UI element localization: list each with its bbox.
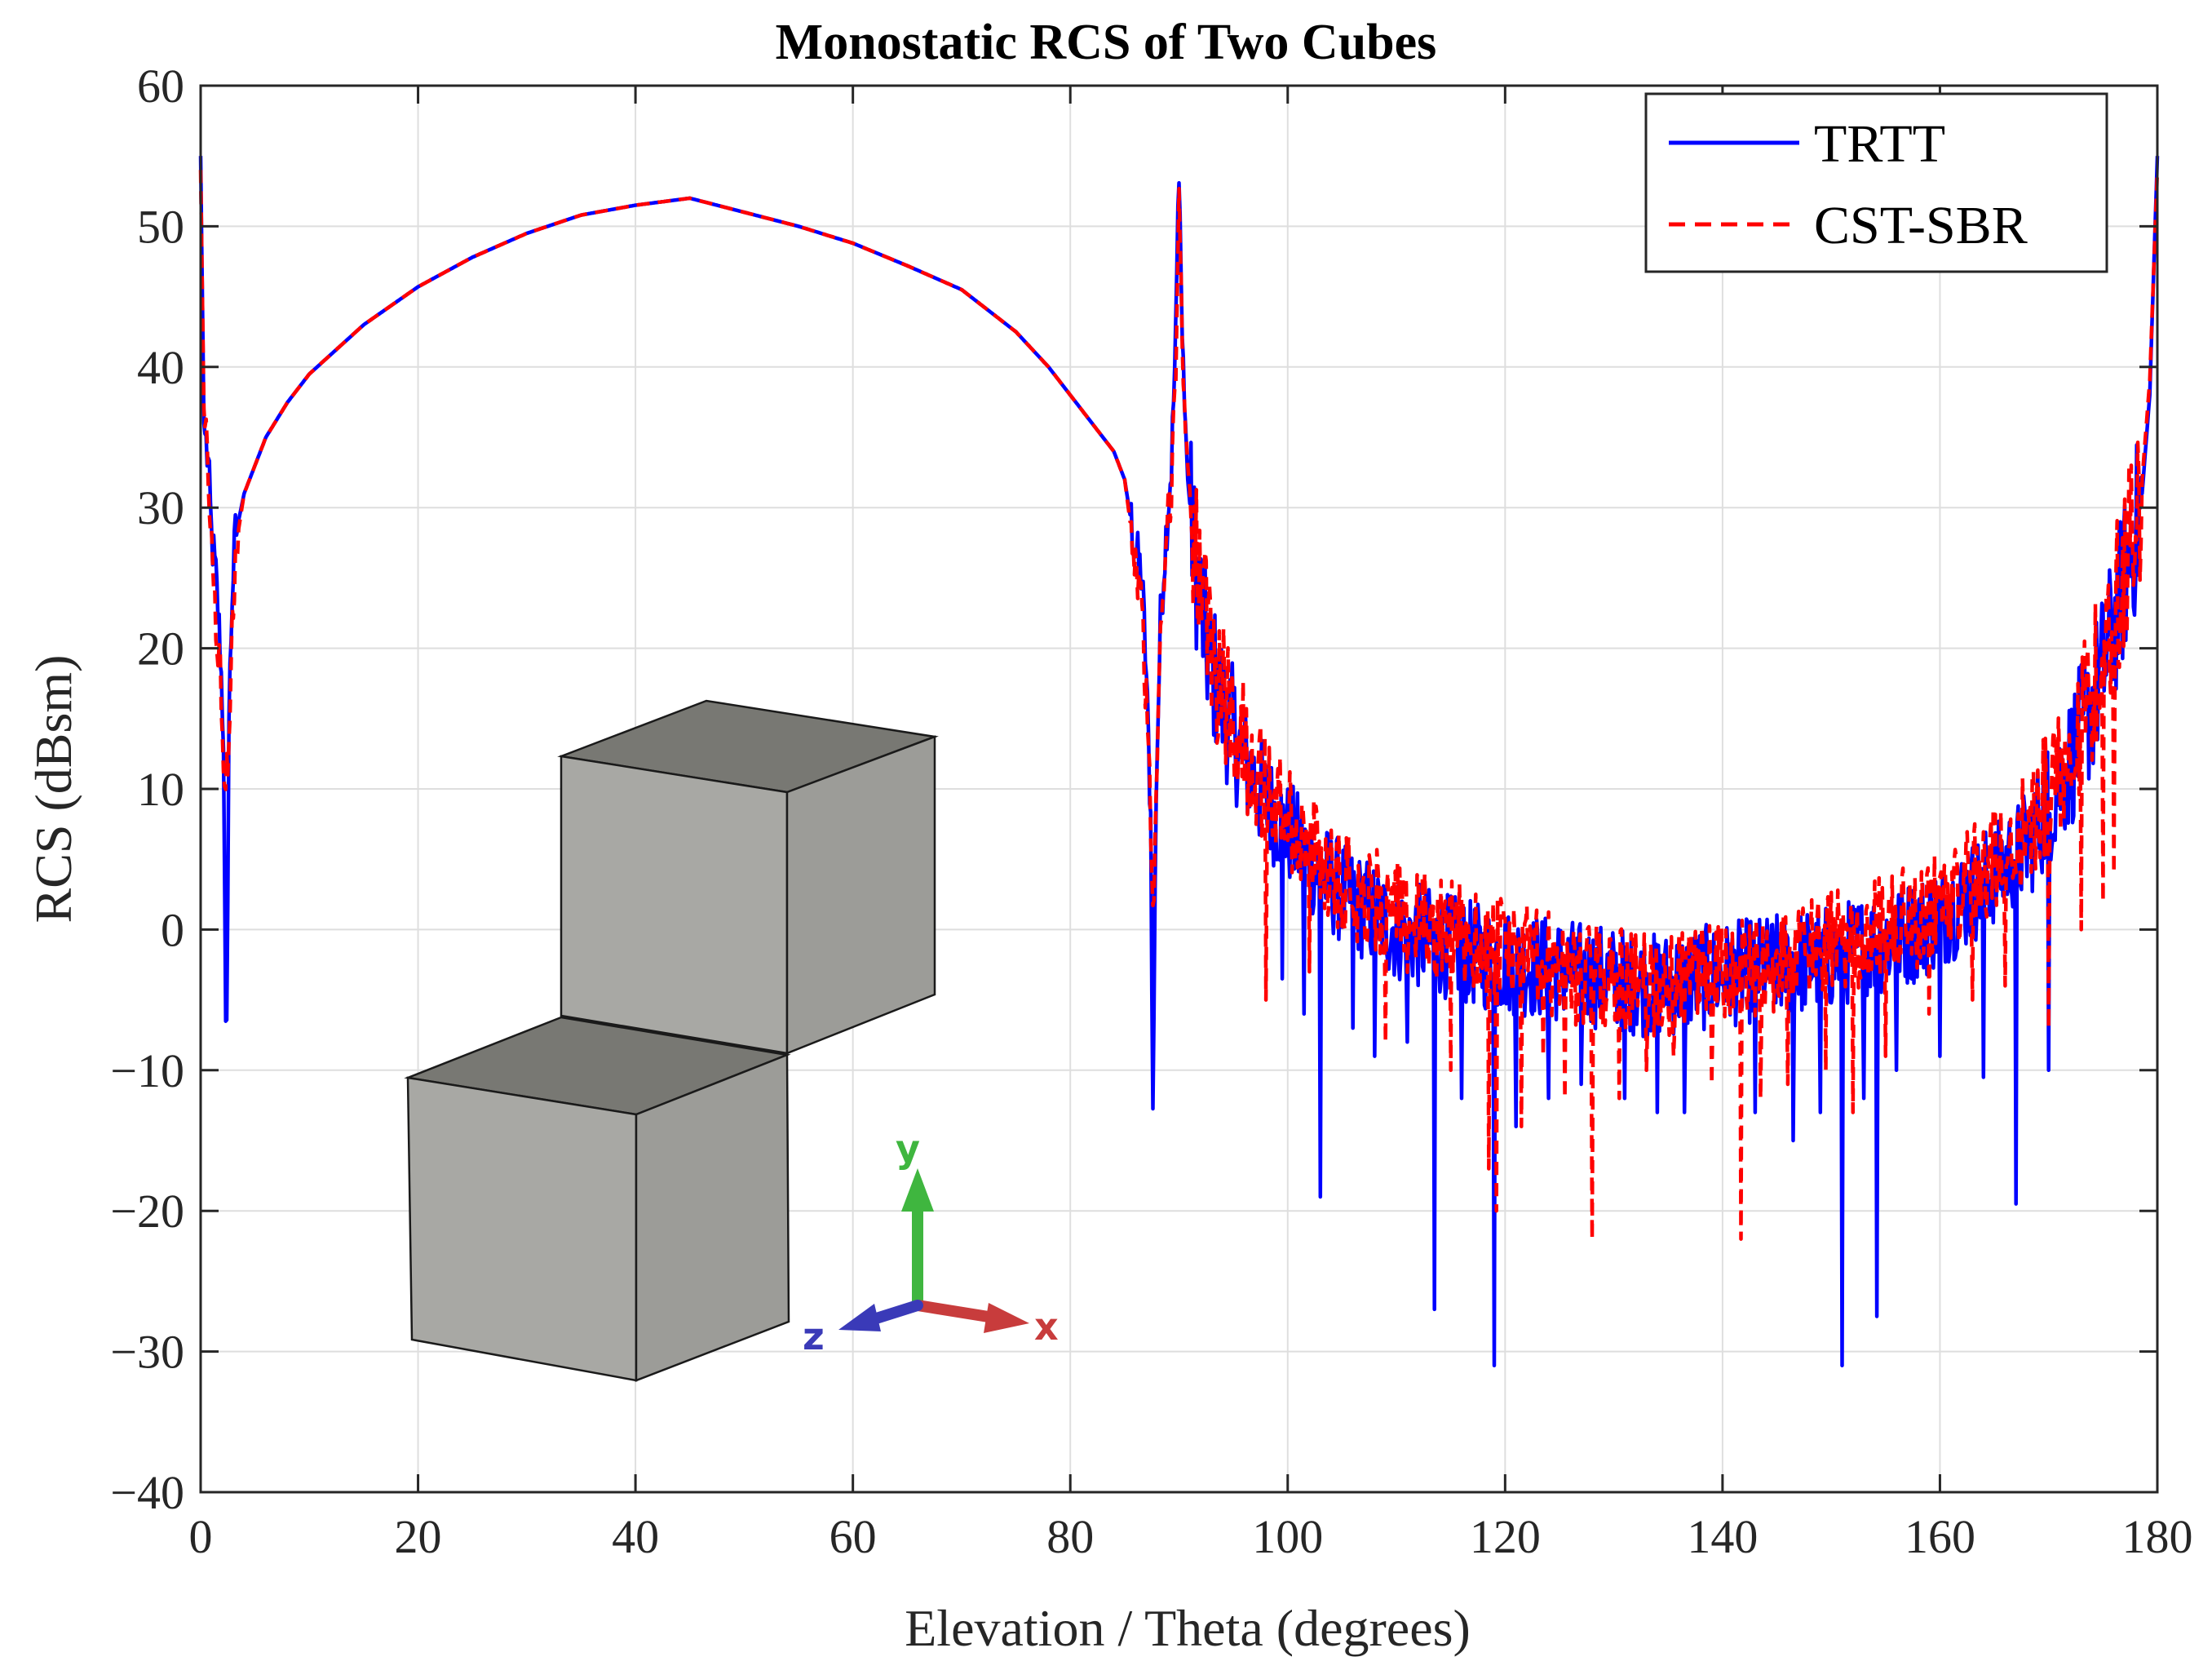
x-tick-label: 0 — [189, 1510, 213, 1563]
y-tick-label: −10 — [110, 1044, 184, 1097]
x-axis-label: Elevation / Theta (degrees) — [905, 1599, 1471, 1657]
inset-z-axis-label: z — [803, 1314, 825, 1358]
z-axis-arrow-shaft — [865, 1300, 923, 1326]
z-axis-arrow-head — [838, 1304, 881, 1331]
y-axis-label: RCS (dBsm) — [24, 655, 82, 924]
y-tick-label: 20 — [137, 622, 184, 676]
x-tick-label: 140 — [1687, 1510, 1758, 1563]
x-tick-label: 40 — [612, 1510, 659, 1563]
x-tick-label: 20 — [395, 1510, 442, 1563]
lower-cube-side-face — [635, 1053, 790, 1382]
upper-cube-front-face — [560, 755, 789, 1055]
y-tick-label: −20 — [110, 1185, 184, 1238]
y-tick-label: 40 — [137, 341, 184, 394]
data-series — [198, 156, 2160, 1368]
y-tick-label: 60 — [137, 60, 184, 113]
axis-ticks: 0 20 40 60 80 100 120 140 160 1806050403020100−10… — [110, 60, 2192, 1563]
two-cubes-illustration — [404, 699, 939, 1382]
y-tick-label: 0 — [161, 903, 184, 956]
x-tick-label: 120 — [1470, 1510, 1541, 1563]
y-tick-label: 10 — [137, 763, 184, 816]
x-tick-label: 180 — [2122, 1510, 2193, 1563]
series-line-trtt — [198, 156, 2160, 1368]
inset-y-axis-label: y — [896, 1127, 920, 1171]
y-tick-label: −30 — [110, 1326, 184, 1379]
y-axis-arrow-head — [901, 1168, 934, 1212]
x-axis-arrow-head — [984, 1303, 1029, 1333]
x-tick-label: 80 — [1046, 1510, 1094, 1563]
lower-cube-front-face — [406, 1076, 638, 1382]
inset-x-axis-label: x — [1034, 1305, 1059, 1349]
chart-title: Monostatic RCS of Two Cubes — [776, 15, 1437, 70]
coordinate-triad: y x z — [803, 1127, 1059, 1358]
x-tick-label: 60 — [830, 1510, 877, 1563]
x-tick-label: 100 — [1252, 1510, 1323, 1563]
upper-cube-side-face — [785, 735, 936, 1055]
y-tick-label: 30 — [137, 481, 184, 534]
y-tick-label: 50 — [137, 200, 184, 253]
legend: TRTT CST-SBR — [1644, 92, 2108, 273]
legend-cst-label: CST-SBR — [1814, 196, 2028, 255]
y-tick-label: −40 — [110, 1466, 184, 1519]
series-line-cst-sbr — [198, 170, 2160, 1241]
x-axis-arrow-shaft — [912, 1300, 999, 1323]
legend-trtt-label: TRTT — [1814, 114, 1945, 174]
legend-box — [1644, 92, 2108, 273]
x-tick-label: 160 — [1905, 1510, 1975, 1563]
